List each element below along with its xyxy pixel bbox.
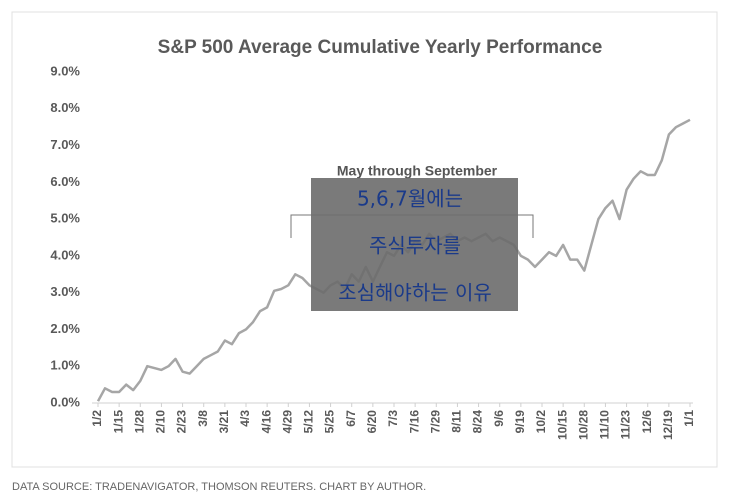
overlay-text: 5,6,7월에는 — [357, 187, 463, 211]
x-tick-label: 4/29 — [280, 410, 294, 434]
x-tick-label: 4/3 — [238, 410, 252, 427]
x-tick-label: 3/21 — [217, 410, 231, 434]
y-tick-label: 3.0% — [50, 284, 80, 299]
x-tick-label: 5/25 — [323, 410, 337, 434]
x-tick-label: 10/15 — [555, 410, 569, 440]
y-tick-label: 4.0% — [50, 247, 80, 262]
x-tick-label: 12/6 — [640, 410, 654, 434]
x-tick-label: 5/12 — [302, 410, 316, 434]
x-tick-label: 8/11 — [450, 410, 464, 433]
x-tick-label: 7/16 — [407, 410, 421, 434]
footer: DATA SOURCE: TRADENAVIGATOR, THOMSON REU… — [12, 481, 426, 493]
y-tick-label: 6.0% — [50, 174, 80, 189]
overlay-text: 주식투자를 — [369, 234, 461, 258]
overlay-box — [311, 178, 518, 311]
x-tick-label: 6/20 — [365, 410, 379, 434]
x-tick-label: 9/19 — [513, 410, 527, 434]
y-tick-label: 2.0% — [50, 321, 80, 336]
x-tick-label: 6/7 — [344, 410, 358, 427]
x-tick-label: 2/23 — [175, 410, 189, 434]
x-tick-label: 2/10 — [154, 410, 168, 434]
x-tick-label: 10/28 — [576, 410, 590, 440]
x-tick-label: 1/15 — [111, 410, 125, 434]
overlay: May through September 5,6,7월에는 주식투자를 조심해… — [290, 163, 534, 311]
x-tick-label: 4/16 — [259, 410, 273, 434]
x-tick-label: 1/2 — [90, 410, 104, 427]
x-tick-label: 1/1 — [682, 410, 696, 427]
y-tick-label: 1.0% — [50, 358, 80, 373]
x-tick-label: 9/6 — [492, 410, 506, 427]
x-tick-label: 3/8 — [196, 410, 210, 427]
y-tick-label: 7.0% — [50, 137, 80, 152]
y-tick-label: 8.0% — [50, 100, 80, 115]
x-tick-label: 7/3 — [386, 410, 400, 427]
x-tick-label: 8/24 — [471, 410, 485, 434]
chart-title: S&P 500 Average Cumulative Yearly Perfor… — [158, 37, 603, 58]
overlay-text: 조심해야하는 이유 — [338, 281, 492, 305]
x-tick-label: 7/29 — [428, 410, 442, 434]
y-tick-label: 9.0% — [50, 63, 80, 78]
y-tick-label: 5.0% — [50, 211, 80, 226]
plot: 0.0% 1.0% 2.0% 3.0% 4.0% 5.0% 6.0% 7.0% 8.0% 9.0%… — [50, 63, 696, 440]
x-tick-label: 1/28 — [132, 410, 146, 434]
x-tick-label: 11/10 — [598, 410, 612, 440]
x-tick-label: 10/2 — [534, 410, 548, 434]
y-tick-label: 0.0% — [50, 394, 80, 409]
x-tick-label: 11/23 — [619, 410, 633, 440]
annotation: May through September — [337, 163, 498, 179]
x-tick-label: 12/19 — [661, 410, 675, 440]
